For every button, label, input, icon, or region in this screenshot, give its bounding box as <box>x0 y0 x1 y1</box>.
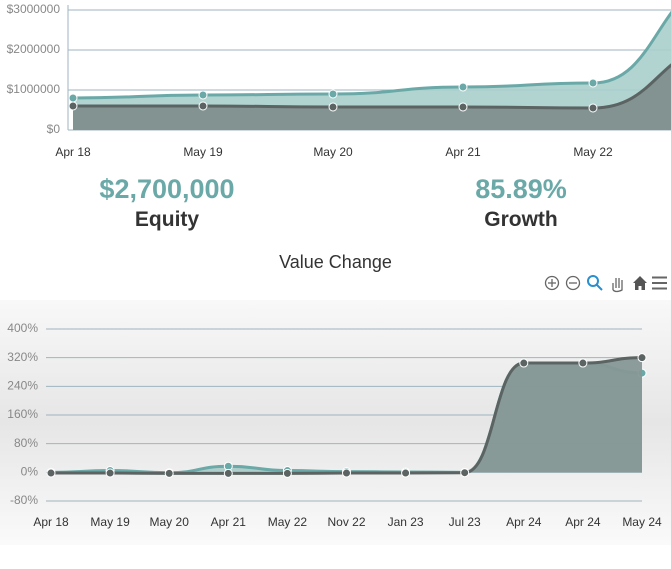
y-tick-label: 240% <box>7 379 38 393</box>
point <box>198 101 208 111</box>
area <box>73 13 671 130</box>
y-tick-label: -80% <box>10 493 38 507</box>
selection-zoom[interactable] <box>587 275 603 291</box>
point <box>588 103 598 113</box>
point <box>401 468 411 478</box>
zoom-in[interactable] <box>544 275 560 291</box>
value-change-chart: -80% 0% 80% 160% 240% 320% 400% Apr 18 May 19 May… <box>0 300 671 545</box>
zoom-out[interactable] <box>565 275 581 291</box>
reset[interactable] <box>633 276 647 290</box>
x-tick-label: Apr 24 <box>565 515 601 529</box>
stat-label: Equity <box>134 208 200 231</box>
point <box>460 468 470 478</box>
equity-chart: $0 $1000000 $2000000 $3000000 Apr 18 May 19 Ma… <box>7 2 671 159</box>
x-tick-label: Apr 18 <box>55 145 91 159</box>
point <box>198 90 208 100</box>
line <box>72 10 671 100</box>
point <box>458 102 468 112</box>
y-tick-label: 400% <box>7 321 38 335</box>
x-tick-label: Nov 22 <box>327 515 365 529</box>
x-tick-label: May 19 <box>183 145 223 159</box>
x-tick-label: Apr 18 <box>33 515 69 529</box>
point <box>68 101 78 111</box>
y-tick-label: $3000000 <box>7 2 61 16</box>
point <box>328 89 338 99</box>
x-tick-label: Jul 23 <box>449 515 481 529</box>
stat-value: 85.89% <box>475 174 567 204</box>
y-tick-label: 0% <box>21 465 39 479</box>
chart-title: Value Change <box>279 252 392 272</box>
x-tick-label: Apr 24 <box>506 515 542 529</box>
point <box>588 78 598 88</box>
stat-value: $2,700,000 <box>99 174 235 204</box>
point <box>637 353 647 363</box>
y-tick-label: 160% <box>7 407 38 421</box>
toolbar <box>544 275 667 293</box>
x-tick-label: Jan 23 <box>388 515 424 529</box>
line <box>51 356 643 475</box>
point <box>164 468 174 478</box>
x-tick-label: May 22 <box>268 515 308 529</box>
point <box>458 82 468 92</box>
x-tick-label: May 20 <box>313 145 353 159</box>
line <box>73 63 671 110</box>
pan[interactable] <box>612 278 623 293</box>
x-tick-label: May 24 <box>622 515 662 529</box>
point <box>519 358 529 368</box>
point <box>342 468 351 478</box>
x-tick-label: May 20 <box>150 515 190 529</box>
point <box>328 102 338 112</box>
area <box>51 357 642 474</box>
point <box>578 358 588 368</box>
area <box>73 65 671 130</box>
x-tick-label: Apr 21 <box>445 145 481 159</box>
x-tick-label: May 22 <box>573 145 613 159</box>
menu[interactable] <box>652 276 667 290</box>
y-tick-label: $0 <box>47 122 61 136</box>
point <box>223 468 233 478</box>
point <box>46 468 56 478</box>
y-tick-label: 80% <box>14 436 38 450</box>
y-tick-label: $2000000 <box>7 42 61 56</box>
point <box>68 93 78 103</box>
point <box>282 468 292 478</box>
x-tick-label: May 19 <box>90 515 130 529</box>
point <box>105 468 115 478</box>
y-tick-label: $1000000 <box>7 82 61 96</box>
stat-label: Growth <box>484 208 558 231</box>
x-tick-label: Apr 21 <box>211 515 247 529</box>
y-tick-label: 320% <box>7 350 38 364</box>
